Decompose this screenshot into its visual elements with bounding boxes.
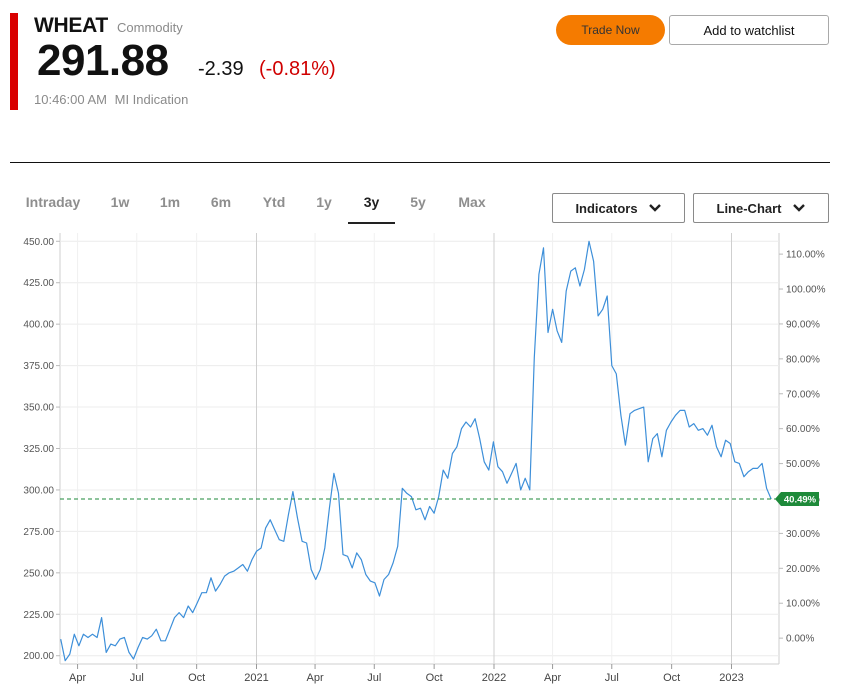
x-axis-label: 2023 [719, 672, 743, 684]
y-right-axis-label: 110.00% [786, 250, 825, 261]
x-axis-label: Jul [367, 672, 381, 684]
current-value-badge-label: 40.49% [784, 495, 817, 506]
y-right-axis-label: 0.00% [786, 634, 814, 645]
x-axis-label: Apr [69, 672, 86, 684]
y-axis-label: 325.00 [23, 444, 54, 455]
tab-1m[interactable]: 1m [159, 194, 181, 210]
instrument-type: Commodity [117, 20, 183, 35]
x-axis-label: 2021 [244, 672, 268, 684]
instrument-name: WHEAT [34, 14, 108, 37]
tab-5y[interactable]: 5y [410, 194, 426, 210]
y-axis-label: 425.00 [23, 278, 54, 289]
y-axis-label: 300.00 [23, 485, 54, 496]
indicators-dropdown[interactable]: Indicators [552, 193, 685, 223]
y-axis-label: 450.00 [23, 237, 54, 248]
chevron-down-icon [648, 204, 661, 212]
y-right-axis-label: 90.00% [786, 319, 820, 330]
tab-1w[interactable]: 1w [110, 194, 130, 210]
y-right-axis-label: 10.00% [786, 599, 820, 610]
y-axis-label: 275.00 [23, 527, 54, 538]
current-value-badge [775, 492, 819, 507]
y-right-axis-label: 70.00% [786, 389, 820, 400]
x-axis-label: Jul [130, 672, 144, 684]
price-chart[interactable]: 200.00 225.00 250.00 275.00 300.00 325.00 350.… [0, 228, 849, 694]
quote-indication: MI Indication [114, 92, 189, 107]
tab-1y[interactable]: 1y [316, 194, 332, 210]
y-right-axis-label: 60.00% [786, 424, 820, 435]
y-right-axis-label: 20.00% [786, 564, 820, 575]
price-series-line [60, 240, 772, 662]
x-axis-label: Oct [188, 672, 205, 684]
x-axis-label: Jul [605, 672, 619, 684]
tab-ytd[interactable]: Ytd [262, 194, 286, 210]
chart-type-dropdown[interactable]: Line-Chart [693, 193, 829, 223]
price-change-percent: (-0.81%) [259, 58, 336, 80]
y-right-axis-label: 50.00% [786, 459, 820, 470]
tab-max[interactable]: Max [458, 194, 486, 210]
y-axis-label: 225.00 [23, 610, 54, 621]
add-to-watchlist-button[interactable]: Add to watchlist [669, 15, 829, 45]
x-axis-label: Oct [426, 672, 443, 684]
quote-time: 10:46:00 AM [34, 92, 107, 107]
x-axis-label: 2022 [482, 672, 506, 684]
quote-timestamp: 10:46:00 AM MI Indication [34, 92, 188, 107]
y-axis-label: 200.00 [23, 651, 54, 662]
y-right-axis-label: 80.00% [786, 354, 820, 365]
tab-3y[interactable]: 3y [348, 188, 395, 224]
tab-6m[interactable]: 6m [210, 194, 232, 210]
header-divider [10, 162, 830, 163]
y-axis-label: 350.00 [23, 403, 54, 414]
x-axis-label: Oct [663, 672, 680, 684]
chevron-down-icon [792, 204, 805, 212]
y-right-axis-label: 30.00% [786, 529, 820, 540]
last-price: 291.88 [37, 36, 169, 85]
price-change: -2.39 [198, 58, 244, 80]
y-axis-label: 400.00 [23, 320, 54, 331]
chart-type-label: Line-Chart [716, 200, 782, 216]
x-axis-label: Apr [307, 672, 324, 684]
x-axis-label: Apr [544, 672, 561, 684]
accent-bar [10, 13, 18, 110]
y-right-axis-label: 100.00% [786, 285, 826, 296]
indicators-label: Indicators [575, 200, 638, 216]
tab-intraday[interactable]: Intraday [25, 194, 81, 210]
y-axis-label: 375.00 [23, 361, 54, 372]
y-axis-label: 250.00 [23, 568, 54, 579]
trade-now-button[interactable]: Trade Now [556, 15, 665, 45]
